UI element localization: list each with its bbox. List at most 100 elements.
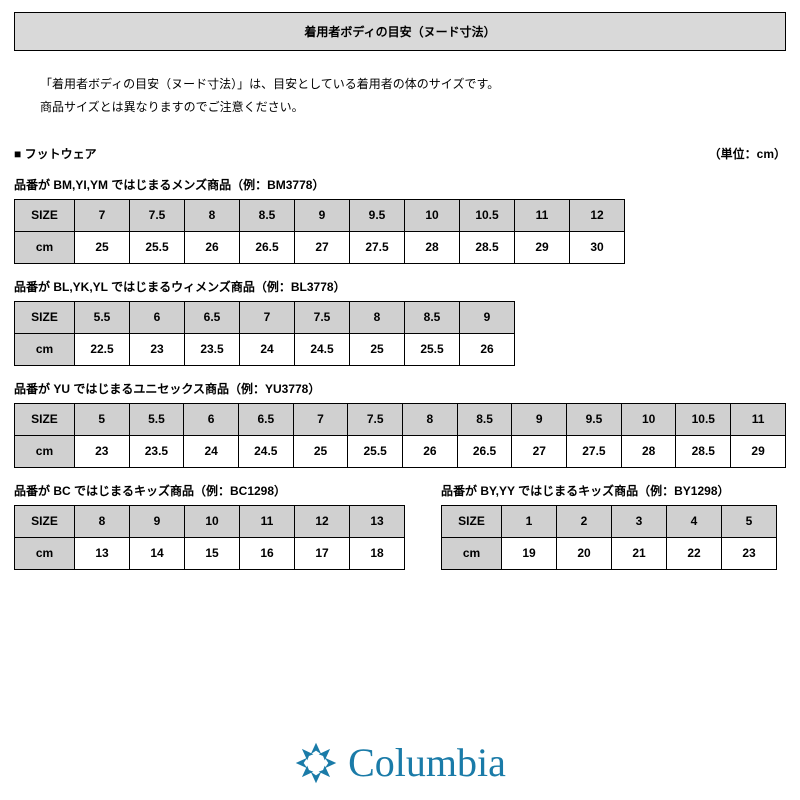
cm-cell: 24.5 [238,435,293,467]
cm-cell: 27.5 [567,435,622,467]
size-cell: 7.5 [348,403,403,435]
cm-cell: 28.5 [460,231,515,263]
cm-cell: 25 [293,435,348,467]
size-cell: 8 [185,199,240,231]
size-cell: 8.5 [457,403,512,435]
row-label-size: SIZE [442,505,502,537]
size-cell: 11 [731,403,786,435]
cm-cell: 27 [512,435,567,467]
cm-cell: 27 [295,231,350,263]
cm-cell: 29 [731,435,786,467]
table-unisex: SIZE55.566.577.588.599.51010.511cm2323.5… [14,403,786,468]
size-cell: 6 [130,301,185,333]
row-label-cm: cm [15,231,75,263]
cm-cell: 26 [185,231,240,263]
size-cell: 10.5 [676,403,731,435]
cm-cell: 24 [184,435,239,467]
size-cell: 3 [612,505,667,537]
cm-cell: 30 [570,231,625,263]
size-cell: 5.5 [75,301,130,333]
size-cell: 8 [403,403,458,435]
cm-cell: 25 [75,231,130,263]
row-label-cm: cm [15,333,75,365]
cm-cell: 18 [350,537,405,569]
size-cell: 6 [184,403,239,435]
unit-label: （単位：cm） [709,145,786,162]
size-cell: 5.5 [129,403,184,435]
table-caption-kids-by: 品番が BY,YY ではじまるキッズ商品（例：BY1298） [441,482,777,499]
brand-name: Columbia [348,739,506,786]
cm-cell: 13 [75,537,130,569]
cm-cell: 23.5 [129,435,184,467]
cm-cell: 29 [515,231,570,263]
size-cell: 10 [405,199,460,231]
table-caption-mens: 品番が BM,YI,YM ではじまるメンズ商品（例：BM3778） [14,176,786,193]
size-cell: 9 [130,505,185,537]
size-cell: 6.5 [185,301,240,333]
table-kids-bc: SIZE8910111213cm131415161718 [14,505,405,570]
size-cell: 5 [74,403,129,435]
table-kids-by: SIZE12345cm1920212223 [441,505,777,570]
table-caption-kids-bc: 品番が BC ではじまるキッズ商品（例：BC1298） [14,482,405,499]
cm-cell: 24 [240,333,295,365]
table-caption-unisex: 品番が YU ではじまるユニセックス商品（例：YU3778） [14,380,786,397]
page-header: 着用者ボディの目安（ヌード寸法） [14,12,786,51]
cm-cell: 15 [185,537,240,569]
row-label-cm: cm [15,435,75,467]
size-cell: 8 [75,505,130,537]
cm-cell: 23 [130,333,185,365]
size-cell: 11 [515,199,570,231]
size-cell: 9 [512,403,567,435]
cm-cell: 19 [502,537,557,569]
cm-cell: 22.5 [75,333,130,365]
cm-cell: 23 [722,537,777,569]
size-cell: 1 [502,505,557,537]
size-cell: 11 [240,505,295,537]
intro-text: 「着用者ボディの目安（ヌード寸法）」は、目安としている着用者の体のサイズです。 … [14,73,786,119]
cm-cell: 14 [130,537,185,569]
size-cell: 7 [293,403,348,435]
cm-cell: 16 [240,537,295,569]
row-label-cm: cm [442,537,502,569]
size-cell: 9.5 [567,403,622,435]
cm-cell: 25.5 [405,333,460,365]
brand-logo: Columbia [0,739,800,786]
columbia-icon [294,741,338,785]
size-cell: 2 [557,505,612,537]
size-cell: 8.5 [240,199,295,231]
size-cell: 4 [667,505,722,537]
cm-cell: 21 [612,537,667,569]
size-cell: 7 [240,301,295,333]
table-womens: SIZE5.566.577.588.59cm22.52323.52424.525… [14,301,515,366]
size-cell: 9 [460,301,515,333]
cm-cell: 26.5 [240,231,295,263]
row-label-size: SIZE [15,199,75,231]
size-cell: 6.5 [238,403,293,435]
cm-cell: 25.5 [348,435,403,467]
table-mens: SIZE77.588.599.51010.51112cm2525.52626.5… [14,199,625,264]
size-cell: 7.5 [130,199,185,231]
cm-cell: 26 [403,435,458,467]
size-cell: 7 [75,199,130,231]
size-cell: 12 [295,505,350,537]
size-cell: 9 [295,199,350,231]
size-cell: 8 [350,301,405,333]
cm-cell: 25.5 [130,231,185,263]
cm-cell: 23.5 [185,333,240,365]
size-cell: 10 [185,505,240,537]
intro-line: 商品サイズとは異なりますのでご注意ください。 [40,96,786,119]
intro-line: 「着用者ボディの目安（ヌード寸法）」は、目安としている着用者の体のサイズです。 [40,73,786,96]
cm-cell: 24.5 [295,333,350,365]
table-caption-womens: 品番が BL,YK,YL ではじまるウィメンズ商品（例：BL3778） [14,278,786,295]
size-cell: 12 [570,199,625,231]
section-title: ■ フットウェア [14,145,97,162]
size-cell: 5 [722,505,777,537]
cm-cell: 17 [295,537,350,569]
size-cell: 10.5 [460,199,515,231]
cm-cell: 28 [621,435,676,467]
size-cell: 8.5 [405,301,460,333]
size-cell: 10 [621,403,676,435]
cm-cell: 28 [405,231,460,263]
cm-cell: 23 [74,435,129,467]
cm-cell: 28.5 [676,435,731,467]
